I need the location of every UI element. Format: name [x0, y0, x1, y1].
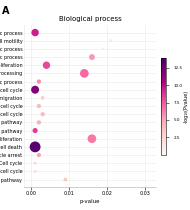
- Point: [34, 31, 37, 34]
- Point: [45, 64, 48, 67]
- Point: [34, 145, 37, 148]
- Point: [34, 161, 37, 165]
- Point: [34, 129, 37, 132]
- Point: [37, 80, 40, 83]
- Point: [90, 55, 93, 59]
- Point: [37, 104, 40, 108]
- Text: A: A: [2, 6, 9, 16]
- Title: Biological process: Biological process: [59, 16, 121, 22]
- Point: [41, 113, 44, 116]
- Y-axis label: -log₁₀(Pvalue): -log₁₀(Pvalue): [184, 89, 189, 123]
- Point: [41, 96, 44, 100]
- Point: [64, 178, 67, 181]
- Point: [90, 137, 93, 140]
- Point: [109, 39, 112, 42]
- Point: [83, 72, 86, 75]
- Point: [102, 47, 105, 51]
- Point: [34, 170, 37, 173]
- Point: [37, 153, 40, 157]
- Point: [34, 88, 37, 91]
- Point: [37, 121, 40, 124]
- X-axis label: p-value: p-value: [80, 199, 100, 204]
